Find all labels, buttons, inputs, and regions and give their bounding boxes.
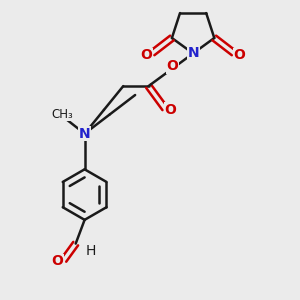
Text: O: O (164, 103, 176, 117)
Text: O: O (51, 254, 63, 268)
Text: O: O (141, 48, 153, 62)
Text: CH₃: CH₃ (51, 108, 73, 121)
Text: H: H (85, 244, 96, 258)
Text: N: N (79, 127, 90, 141)
Text: N: N (187, 46, 199, 60)
Text: O: O (167, 59, 178, 73)
Text: O: O (234, 48, 245, 62)
